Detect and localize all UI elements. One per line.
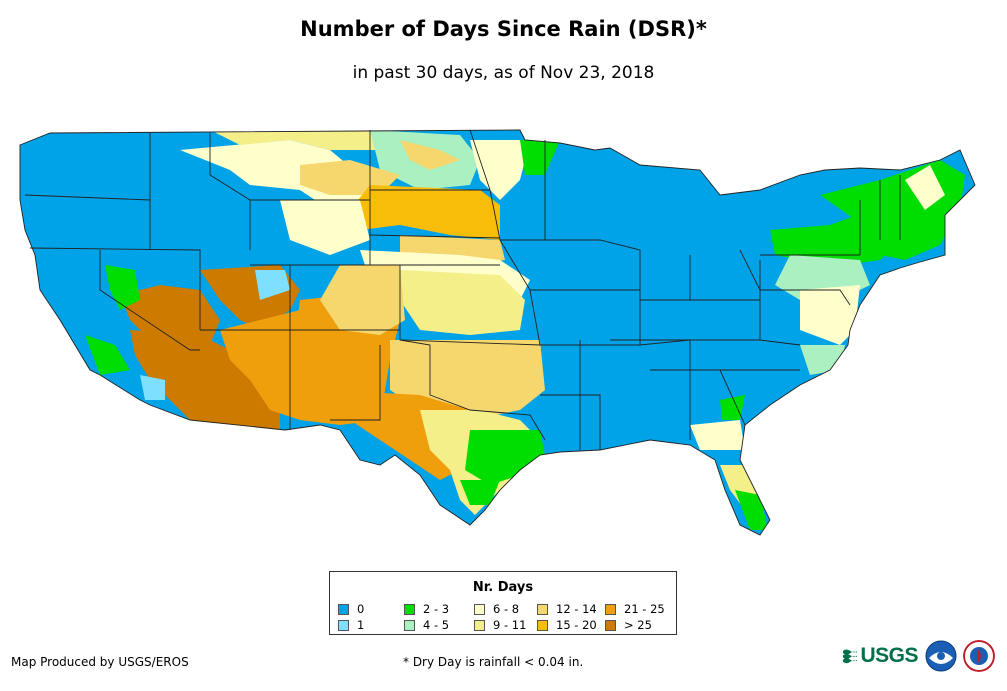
legend-item: 15 - 20	[537, 618, 597, 632]
legend-swatch	[338, 619, 349, 631]
legend-item: 9 - 11	[474, 618, 526, 632]
legend-swatch	[537, 603, 548, 615]
legend-item: 0	[338, 602, 364, 616]
nws-seal-icon	[963, 640, 995, 672]
region-dakotas	[350, 185, 500, 240]
dsr-map	[19, 129, 976, 536]
legend-item: 12 - 14	[537, 602, 597, 616]
legend-item: > 25	[605, 618, 652, 632]
map-credit: Map Produced by USGS/EROS	[11, 655, 189, 669]
map-subtitle: in past 30 days, as of Nov 23, 2018	[352, 63, 655, 83]
legend-item: 1	[338, 618, 364, 632]
legend-swatch	[605, 603, 616, 615]
legend-swatch	[338, 603, 349, 615]
legend-swatch	[474, 603, 485, 615]
dry-day-note: * Dry Day is rainfall < 0.04 in.	[403, 655, 584, 669]
legend-swatch	[537, 619, 548, 631]
legend-item: 2 - 3	[404, 602, 449, 616]
legend-swatch	[605, 619, 616, 631]
region-arizona	[130, 330, 280, 430]
usgs-waves-icon	[843, 649, 858, 664]
region-mid-atlantic	[800, 285, 860, 345]
legend-swatch	[404, 619, 415, 631]
map-title: Number of Days Since Rain (DSR)*	[300, 17, 707, 41]
legend-swatch	[404, 603, 415, 615]
noaa-seal-icon	[925, 640, 957, 672]
legend-item: 6 - 8	[474, 602, 519, 616]
state-borders	[19, 129, 976, 536]
legend-item: 21 - 25	[605, 602, 665, 616]
legend-swatch	[474, 619, 485, 631]
legend-item: 4 - 5	[404, 618, 449, 632]
legend: Nr. Days 0 1 2 - 3 4 - 5 6 - 8 9 - 11 12…	[329, 571, 677, 635]
legend-title: Nr. Days	[472, 580, 534, 595]
region-colorado	[320, 265, 405, 335]
region-texas-east	[465, 430, 545, 485]
usgs-logo: USGS	[843, 640, 918, 672]
usgs-logo-text: USGS	[860, 644, 918, 667]
